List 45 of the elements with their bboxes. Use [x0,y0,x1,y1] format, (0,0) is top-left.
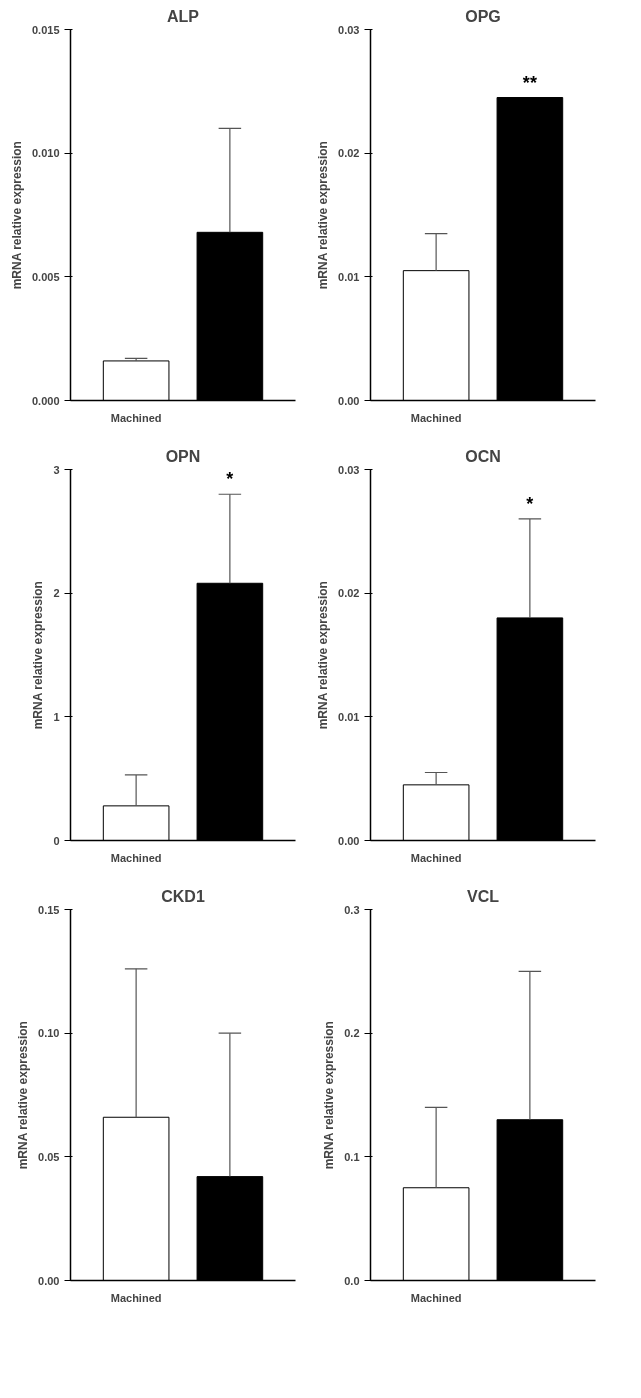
y-axis-title: mRNA relative expression [31,581,46,730]
y-tick-label: 0.010 [31,147,60,160]
y-tick-label: 0.00 [338,394,360,407]
y-tick-label: 0.00 [38,1274,60,1287]
y-tick-label: 1 [53,710,60,723]
y-tick-label: 0.02 [338,147,360,160]
chart-title: OCN [465,447,501,465]
y-tick-label: 0.02 [338,587,360,600]
y-tick-label: 0.000 [31,394,60,407]
y-tick-label: 3 [53,463,60,476]
y-axis-title: mRNA relative expression [316,141,331,290]
y-tick-label: 0.1 [344,1150,360,1163]
chart-title: ALP [167,7,200,25]
x-tick-label: Machined [110,851,162,864]
y-tick-label: 0.01 [338,270,360,283]
annotation: * [526,494,534,515]
annotation: * [226,469,234,490]
chart-title: OPN [165,447,201,465]
x-tick-label: Machined [110,1291,162,1304]
y-tick-label: 0.03 [338,463,360,476]
y-tick-label: 0.03 [338,23,360,36]
y-axis-title: mRNA relative expression [322,1021,337,1170]
y-tick-label: 0.05 [38,1150,60,1163]
y-tick-label: 0.015 [31,23,60,36]
y-tick-label: 0.0 [344,1274,360,1287]
y-tick-label: 0.005 [31,270,60,283]
x-tick-label: Machined [410,851,462,864]
chart-title: OPG [465,7,501,25]
y-axis-title: mRNA relative expression [16,1021,31,1170]
y-tick-label: 0.2 [344,1027,360,1040]
y-tick-label: 2 [53,587,60,600]
chart-title: CKD1 [161,887,205,905]
y-tick-label: 0.10 [38,1027,60,1040]
y-tick-label: 0 [53,834,60,847]
x-tick-label: Machined [410,411,462,424]
y-tick-label: 0.01 [338,710,360,723]
chart-title: VCL [467,887,500,905]
y-tick-label: 0.3 [344,903,360,916]
x-tick-label: Machined [110,411,162,424]
x-tick-label: Machined [410,1291,462,1304]
y-axis-title: mRNA relative expression [9,141,24,290]
y-tick-label: 0.00 [338,834,360,847]
y-tick-label: 0.15 [38,903,60,916]
y-axis-title: mRNA relative expression [316,581,331,730]
annotation: ** [522,72,537,93]
